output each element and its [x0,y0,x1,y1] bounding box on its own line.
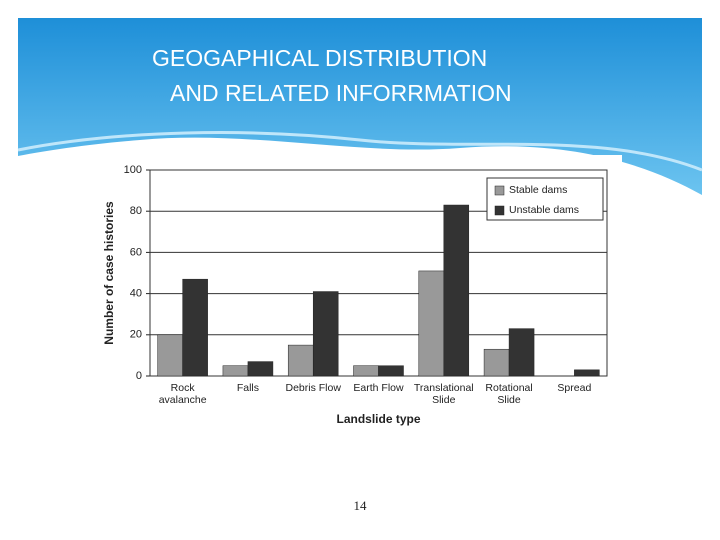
x-tick-label: avalanche [159,394,207,406]
bar [222,365,249,377]
x-tick-label: Earth Flow [353,382,404,394]
header-band [18,18,702,195]
bar [353,365,379,377]
y-tick-label: 20 [130,329,142,341]
x-tick-label: Translational [414,382,474,394]
legend-box [486,177,604,221]
bar [378,365,404,377]
bar [247,361,274,377]
bar [508,328,535,377]
legend-label: Unstable dams [509,204,579,216]
y-tick-label: 40 [130,288,142,300]
bar [312,291,339,377]
header-wave [17,131,703,172]
bar [483,348,510,377]
legend-swatch [494,205,505,216]
bar [574,369,600,377]
x-tick-label: Slide [497,394,521,406]
x-tick-label: Debris Flow [285,382,341,394]
x-tick-label: Falls [237,382,259,394]
bar [182,278,208,377]
bar [287,344,314,377]
x-axis-label: Landslide type [336,412,420,426]
x-tick-label: Spread [557,382,591,394]
slide-title: GEOGAPHICAL DISTRIBUTION [152,45,487,71]
y-tick-label: 0 [136,370,142,382]
legend-swatch [494,185,505,196]
y-tick-label: 100 [124,164,142,176]
y-tick-label: 80 [130,205,142,217]
slide-title: AND RELATED INFORRMATION [170,80,512,106]
bar [443,204,470,377]
page-number: 14 [354,498,368,513]
bar [157,334,183,377]
bar [418,270,445,377]
legend-label: Stable dams [509,184,567,196]
x-tick-label: Slide [432,394,456,406]
x-tick-label: Rock [171,382,196,394]
y-axis-label: Number of case histories [102,201,116,345]
x-tick-label: Rotational [485,382,532,394]
y-tick-label: 60 [130,246,142,258]
